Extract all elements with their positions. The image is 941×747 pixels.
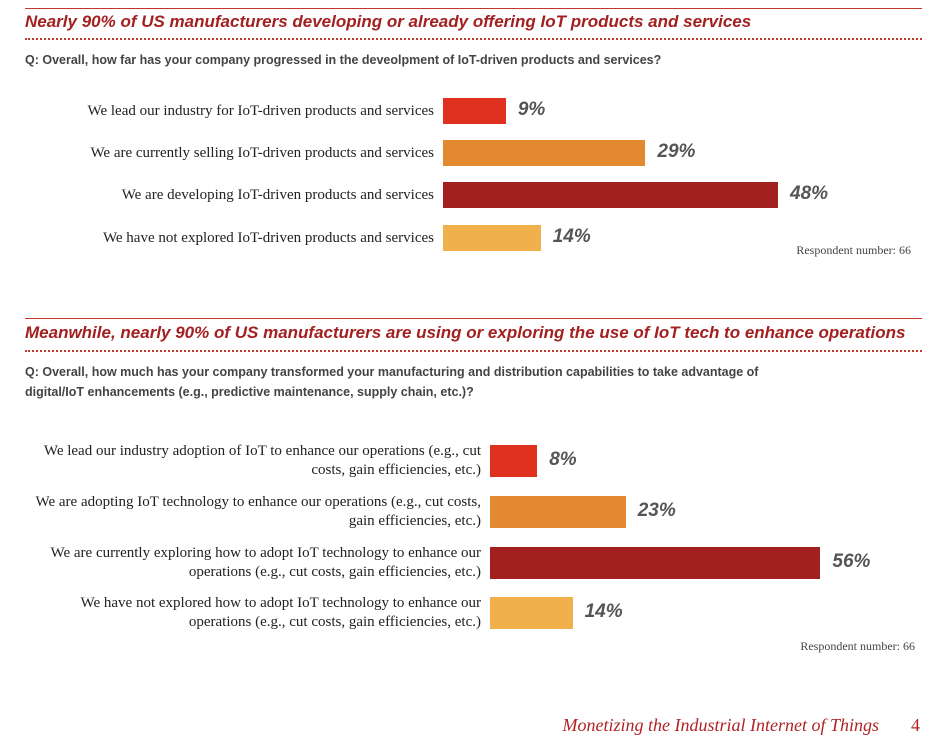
category-label: We lead our industry for IoT-driven prod…	[87, 102, 434, 119]
category-label: We are adopting IoT technology to enhanc…	[35, 494, 481, 529]
value-label: 14%	[552, 226, 591, 247]
chart-title: Meanwhile, nearly 90% of US manufacturer…	[25, 323, 906, 342]
bar	[490, 597, 573, 629]
value-label: 29%	[657, 141, 696, 162]
category-label: We have not explored how to adopt IoT te…	[80, 595, 481, 630]
bar	[443, 225, 541, 251]
category-label: We have not explored IoT-driven products…	[102, 229, 434, 246]
value-label: 9%	[517, 99, 546, 120]
respondent-note: Respondent number: 66	[800, 639, 915, 653]
page-number: 4	[911, 715, 920, 735]
bar	[443, 98, 506, 124]
dotted-rule	[25, 38, 922, 40]
bar	[443, 182, 779, 208]
bar	[490, 547, 821, 579]
footer-title: Monetizing the Industrial Internet of Th…	[562, 715, 880, 735]
question: Q: Overall, how much has your company tr…	[25, 365, 759, 399]
top-rule	[25, 318, 922, 319]
category-label: We are currently selling IoT-driven prod…	[90, 144, 434, 161]
respondent-note: Respondent number: 66	[796, 243, 911, 257]
value-label: 23%	[637, 500, 676, 521]
bar	[490, 445, 538, 477]
value-label: 48%	[790, 183, 829, 204]
category-label: We lead our industry adoption of IoT to …	[43, 443, 481, 478]
top-rule	[25, 8, 922, 9]
bar	[490, 496, 626, 528]
category-label: We are developing IoT-driven products an…	[121, 186, 434, 203]
category-label: We are currently exploring how to adopt …	[50, 545, 481, 580]
question: Q: Overall, how far has your company pro…	[25, 53, 662, 67]
chart-title: Nearly 90% of US manufacturers developin…	[25, 12, 752, 31]
value-label: 56%	[832, 551, 871, 572]
bar	[443, 140, 646, 166]
value-label: 14%	[584, 601, 623, 622]
dotted-rule	[25, 350, 922, 352]
value-label: 8%	[549, 449, 577, 470]
